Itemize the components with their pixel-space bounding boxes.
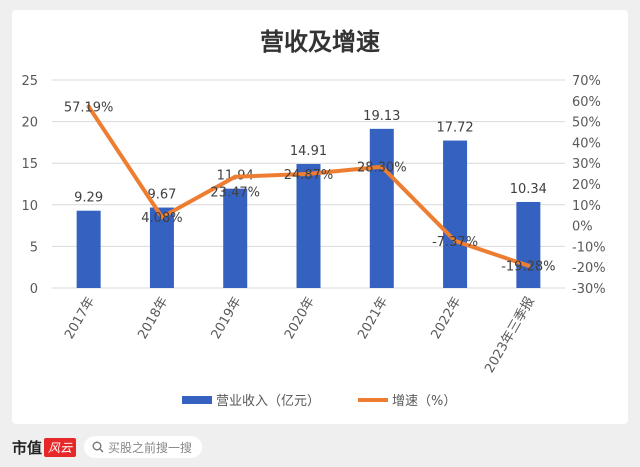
bar: [369, 128, 394, 288]
line-point: [159, 215, 164, 220]
line-point: [306, 171, 311, 176]
search-placeholder: 买股之前搜一搜: [108, 440, 193, 455]
bar: [516, 201, 541, 288]
y-right-tick-label: -30%: [572, 282, 606, 297]
y-left-tick-label: 25: [21, 74, 38, 89]
bar-data-label: 9.67: [147, 188, 176, 203]
line-data-label: 28.30%: [357, 161, 407, 176]
line-point: [86, 104, 91, 109]
y-right-tick-label: 0%: [572, 220, 593, 235]
bar-data-label: 10.34: [510, 182, 547, 197]
line-data-label: -7.37%: [432, 235, 478, 250]
brand-name: 市值: [12, 438, 43, 457]
y-right-tick-label: -20%: [572, 261, 606, 276]
x-tick-label: 2023年三季报: [482, 295, 538, 376]
line-point: [453, 238, 458, 243]
legend-bar-swatch: [182, 396, 212, 404]
x-tick-label: 2018年: [135, 295, 171, 342]
bar: [296, 163, 321, 288]
bar-data-label: 19.13: [363, 109, 400, 124]
line-data-label: 24.87%: [284, 168, 334, 183]
y-left-tick-label: 20: [21, 116, 38, 131]
legend-bar-label: 营业收入（亿元）: [216, 394, 320, 409]
y-right-tick-label: 60%: [572, 95, 601, 110]
x-tick-label: 2021年: [355, 295, 391, 342]
legend-line-label: 增速（%）: [392, 394, 456, 409]
brand-logo: 风云: [44, 437, 77, 457]
search-icon: [92, 441, 104, 453]
y-left-tick-label: 0: [30, 282, 38, 297]
y-right-tick-label: 70%: [572, 74, 601, 89]
x-tick-label: 2020年: [282, 295, 318, 342]
y-right-tick-label: 40%: [572, 136, 601, 151]
chart-title: 营收及增速: [260, 28, 380, 56]
x-tick-label: 2022年: [428, 295, 464, 342]
footer: 市值 风云 买股之前搜一搜: [12, 436, 203, 458]
y-left-tick-label: 5: [30, 240, 38, 255]
bar: [149, 207, 174, 288]
bar: [76, 210, 101, 288]
line-data-label: 4.08%: [141, 211, 182, 226]
line-data-label: 57.19%: [64, 101, 114, 116]
y-right-tick-label: 20%: [572, 178, 601, 193]
y-left-tick-label: 10: [21, 199, 38, 214]
line-data-label: 23.47%: [210, 186, 260, 201]
x-tick-label: 2019年: [209, 295, 245, 342]
y-right-tick-label: -10%: [572, 240, 606, 255]
y-left-tick-label: 15: [21, 157, 38, 172]
y-right-tick-label: 30%: [572, 157, 601, 172]
line-point: [526, 263, 531, 268]
y-right-tick-label: 50%: [572, 116, 601, 131]
line-point: [233, 174, 238, 179]
bar: [223, 188, 248, 288]
bar-data-label: 9.29: [74, 191, 103, 206]
bar-data-label: 14.91: [290, 144, 327, 159]
line-data-label: -19.28%: [501, 260, 555, 275]
bar: [443, 140, 468, 288]
x-tick-label: 2017年: [62, 295, 98, 342]
y-right-tick-label: 10%: [572, 199, 601, 214]
line-point: [379, 164, 384, 169]
search-box[interactable]: 买股之前搜一搜: [84, 436, 203, 458]
bar-data-label: 17.72: [436, 121, 473, 136]
